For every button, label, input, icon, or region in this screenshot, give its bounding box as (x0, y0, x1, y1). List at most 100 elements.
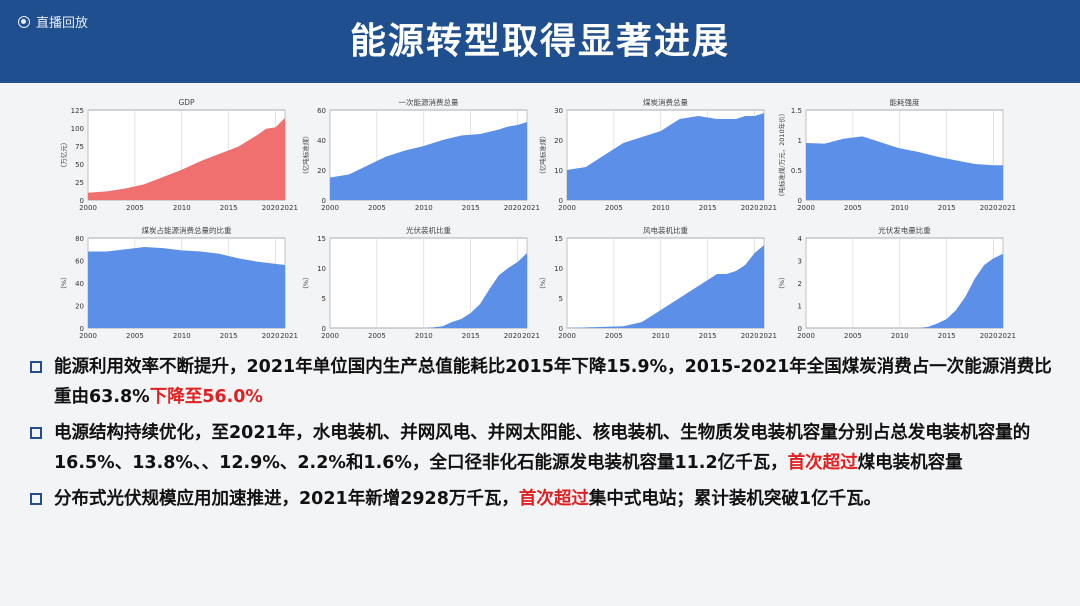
x-tick-label: 2000 (797, 332, 815, 340)
y-tick-label: 2 (798, 280, 802, 288)
y-tick-label: 60 (317, 107, 326, 115)
y-tick-label: 5 (322, 295, 326, 303)
x-tick-label: 2021 (998, 332, 1016, 340)
x-tick-label: 2000 (321, 204, 339, 212)
bullet-text-segment: 能源利用效率不断提升，2021年单位国内生产总值能耗比2015年下降15.9%，… (54, 357, 1052, 407)
x-tick-label: 2010 (173, 332, 191, 340)
bullet-text-segment: 煤电装机容量 (857, 453, 963, 473)
replay-label: 直播回放 (36, 16, 89, 31)
x-tick-label: 2015 (462, 332, 480, 340)
square-bullet-icon (30, 427, 42, 439)
x-tick-label: 2021 (280, 204, 298, 212)
record-icon (18, 15, 30, 28)
chart-2: 一次能源消费总量 0 20 40 60 2000 2005 2010 2015 2020 2021 （… (301, 97, 540, 212)
y-tick-label: 10 (317, 265, 326, 273)
y-tick-label: 60 (75, 258, 84, 266)
area-series (330, 122, 527, 200)
x-tick-label: 2021 (759, 332, 777, 340)
x-tick-label: 2005 (844, 204, 862, 212)
y-tick-label: 0 (559, 197, 563, 205)
y-tick-label: 75 (75, 143, 84, 151)
chart-title: 煤炭消费总量 (643, 97, 688, 107)
y-tick-label: 20 (554, 137, 563, 145)
y-axis-label: （万亿元） (59, 139, 68, 172)
x-tick-label: 2010 (415, 204, 433, 212)
x-tick-label: 2020 (504, 332, 522, 340)
x-tick-label: 2021 (522, 332, 540, 340)
chart-title: 一次能源消费总量 (399, 97, 459, 107)
bullet-text: 电源结构持续优化，至2021年，水电装机、并网风电、并网太阳能、核电装机、生物质… (54, 418, 1060, 478)
area-series (806, 253, 1003, 328)
x-tick-label: 2000 (321, 332, 339, 340)
y-tick-label: 1 (798, 303, 802, 311)
x-tick-label: 2021 (759, 204, 777, 212)
chart-title: 能耗强度 (890, 97, 920, 107)
x-tick-label: 2020 (980, 332, 998, 340)
chart-1: GDP 0 25 50 75 100 125 2000 2005 2010 2015 2020 2021… (59, 98, 298, 212)
y-tick-label: 3 (798, 258, 802, 266)
x-tick-label: 2020 (504, 204, 522, 212)
x-tick-label: 2010 (652, 332, 670, 340)
x-tick-label: 2010 (652, 204, 670, 212)
replay-indicator[interactable]: 直播回放 (18, 12, 88, 31)
y-tick-label: 20 (75, 303, 84, 311)
x-tick-label: 2020 (262, 204, 280, 212)
bullet-text-segment: 分布式光伏规模应用加速推进，2021年新增2928万千瓦， (54, 489, 519, 509)
x-tick-label: 2020 (741, 332, 759, 340)
y-tick-label: 1 (798, 137, 802, 145)
page-title: 能源转型取得显著进展 (349, 21, 730, 62)
y-tick-label: 10 (554, 167, 563, 175)
x-tick-label: 2000 (79, 332, 97, 340)
chart-title: 风电装机比重 (643, 225, 688, 235)
chart-title: 光伏发电量比重 (878, 225, 931, 235)
chart-3: 煤炭消费总量 0 10 20 30 2000 2005 2010 2015 2020 2021 （亿吨… (538, 97, 777, 212)
y-tick-label: 1.5 (791, 107, 802, 115)
y-tick-label: 10 (554, 265, 563, 273)
y-tick-label: 25 (75, 179, 84, 187)
x-tick-label: 2020 (980, 204, 998, 212)
y-axis-label: （%） (778, 273, 786, 292)
bullet-text: 分布式光伏规模应用加速推进，2021年新增2928万千瓦，首次超过集中式电站；累… (54, 484, 881, 514)
x-tick-label: 2020 (741, 204, 759, 212)
bullet-list: 能源利用效率不断提升，2021年单位国内生产总值能耗比2015年下降15.9%，… (30, 352, 1060, 520)
bullet-text-segment: 电源结构持续优化，至2021年，水电装机、并网风电、并网太阳能、核电装机、生物质… (54, 423, 1031, 473)
highlight-text: 下降至56.0% (149, 387, 263, 407)
x-tick-label: 2010 (891, 332, 909, 340)
y-axis-label: （吨标准煤/万元，2010年价） (777, 110, 786, 200)
y-tick-label: 0 (798, 325, 802, 333)
x-tick-label: 2000 (558, 204, 576, 212)
x-tick-label: 2000 (797, 204, 815, 212)
x-tick-label: 2021 (522, 204, 540, 212)
y-tick-label: 0 (322, 197, 326, 205)
bullet-text-segment: 集中式电站；累计装机突破1亿千瓦。 (588, 489, 882, 509)
chart-7: 风电装机比重 0 5 10 15 2000 2005 2010 2015 2020 2021 （%） (539, 225, 777, 340)
y-tick-label: 0 (798, 197, 802, 205)
square-bullet-icon (30, 361, 42, 373)
x-tick-label: 2015 (699, 204, 717, 212)
y-tick-label: 4 (798, 235, 803, 243)
chart-title: 光伏装机比重 (406, 225, 451, 235)
area-series (330, 253, 527, 328)
y-tick-label: 0 (80, 325, 84, 333)
y-axis-label: （%） (302, 273, 310, 292)
area-series (567, 245, 764, 328)
chart-4: 能耗强度 0 0.5 1 1.5 2000 2005 2010 2015 2020 2021 （吨标准… (777, 97, 1016, 212)
y-tick-label: 100 (71, 125, 84, 133)
y-tick-label: 80 (75, 235, 84, 243)
x-tick-label: 2015 (938, 204, 956, 212)
x-tick-label: 2010 (891, 204, 909, 212)
y-tick-label: 40 (317, 137, 326, 145)
y-tick-label: 20 (317, 167, 326, 175)
y-tick-label: 30 (554, 107, 563, 115)
x-tick-label: 2021 (998, 204, 1016, 212)
area-series (88, 247, 285, 328)
highlight-text: 首次超过 (787, 453, 858, 473)
chart-5: 煤炭占能源消费总量的比重 0 20 40 60 80 2000 2005 2010 2015 202… (60, 225, 298, 340)
y-tick-label: 0.5 (791, 167, 802, 175)
chart-8: 光伏发电量比重 0 1 2 3 4 2000 2005 2010 2015 2020 2021 （%） (778, 225, 1016, 340)
area-series (806, 136, 1003, 200)
x-tick-label: 2021 (280, 332, 298, 340)
x-tick-label: 2015 (699, 332, 717, 340)
y-tick-label: 40 (75, 280, 84, 288)
